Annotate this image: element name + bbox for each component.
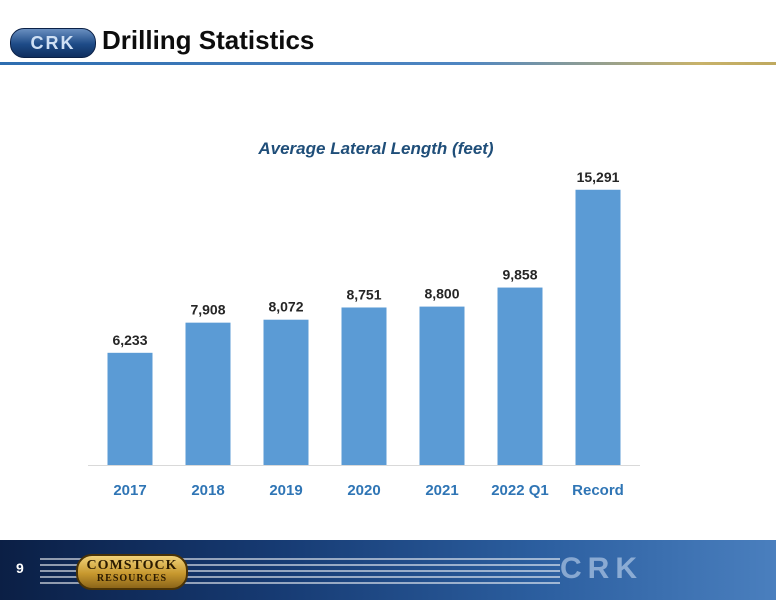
bar-2021 (419, 306, 465, 465)
chart-title: Average Lateral Length (feet) (257, 139, 494, 158)
bar-2020 (341, 307, 387, 465)
category-label: 2017 (113, 482, 146, 499)
value-label: 9,858 (502, 267, 537, 283)
page-title: Drilling Statistics (102, 25, 315, 55)
bar-group (107, 189, 621, 465)
value-label-group: 6,233 7,908 8,072 8,751 8,800 9,858 15,291 (112, 169, 619, 348)
category-label: 2022 Q1 (491, 482, 549, 499)
page-number: 9 (16, 560, 24, 576)
category-label: 2019 (269, 482, 302, 499)
bar-chart: Average Lateral Length (feet) 6,233 7,908… (88, 139, 640, 499)
category-label: 2020 (347, 482, 380, 499)
comstock-logo: COMSTOCK RESOURCES (76, 554, 188, 590)
bar-2019 (263, 319, 309, 465)
category-label-group: 2017 2018 2019 2020 2021 2022 Q1 Record (113, 482, 624, 499)
bar-2022-q1 (497, 287, 543, 465)
category-label: 2018 (191, 482, 224, 499)
crk-logo: CRK (10, 28, 96, 58)
footer-stripe (40, 570, 560, 572)
category-label: Record (572, 482, 624, 499)
slide-footer: 9 COMSTOCK RESOURCES CRK (0, 540, 776, 600)
value-label: 15,291 (577, 169, 620, 185)
bar-2018 (185, 322, 231, 465)
footer-stripe (40, 564, 560, 566)
footer-stripe (40, 576, 560, 578)
value-label: 7,908 (190, 302, 225, 318)
value-label: 8,072 (268, 299, 303, 315)
value-label: 8,751 (346, 286, 381, 302)
footer-stripe (40, 558, 560, 560)
footer-stripe (40, 582, 560, 584)
value-label: 6,233 (112, 332, 147, 348)
header-divider (0, 62, 776, 65)
crk-footer-logo: CRK (560, 552, 643, 585)
comstock-logo-subtext: RESOURCES (96, 573, 168, 584)
crk-logo-text: CRK (30, 33, 76, 53)
category-label: 2021 (425, 482, 458, 499)
comstock-logo-text: COMSTOCK (86, 558, 178, 573)
bar-record (575, 189, 621, 465)
slide-header: CRK Drilling Statistics (0, 0, 776, 70)
value-label: 8,800 (424, 286, 459, 302)
bar-2017 (107, 352, 153, 465)
